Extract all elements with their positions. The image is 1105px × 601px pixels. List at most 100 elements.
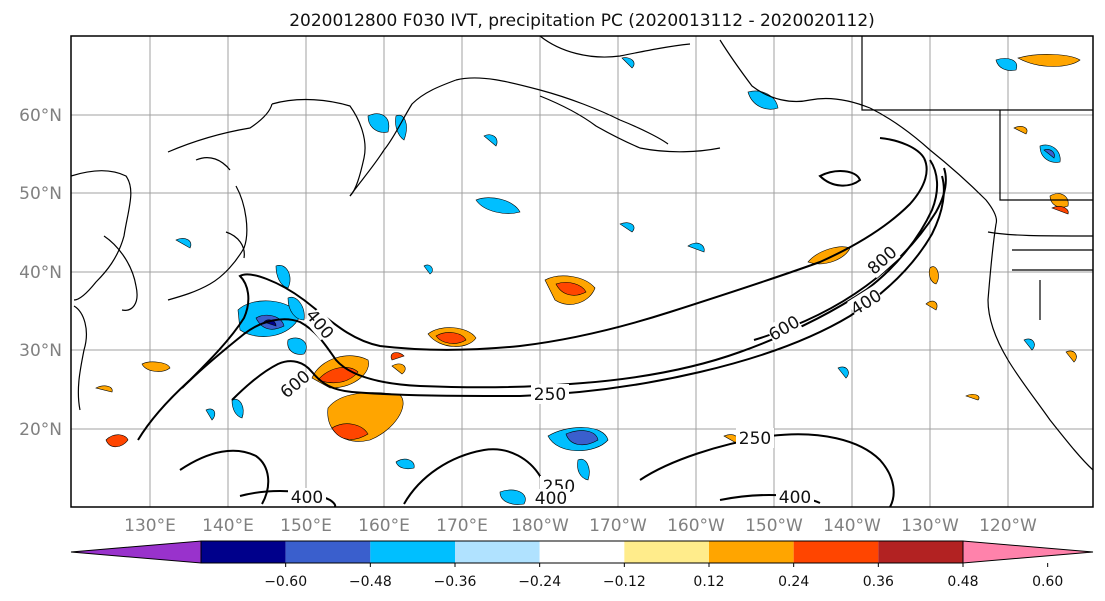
lat-label: 50°N <box>19 184 62 204</box>
colorbar-segment <box>878 541 963 563</box>
precip-negative-region <box>577 458 590 481</box>
lon-label: 180°W <box>511 516 569 536</box>
coastline-alaska-west <box>719 39 871 109</box>
precip-positive-core <box>1051 206 1069 215</box>
precip-positive-region <box>391 363 406 375</box>
colorbar-tick-label: 0.36 <box>863 574 894 590</box>
lon-label: 160°W <box>667 516 725 536</box>
coastline-kamchatka-east <box>349 79 457 197</box>
contour-labels: 400 600 250 600 400 800 250 250 400 400 <box>276 241 901 508</box>
contour-250 <box>137 157 928 441</box>
coastline-okhotsk-west <box>167 103 273 153</box>
precip-negative-core <box>1043 149 1055 159</box>
lon-label: 160°E <box>358 516 410 536</box>
precip-negative-region <box>995 58 1018 71</box>
precip-positive-core <box>317 367 359 384</box>
precip-negative-region <box>475 197 521 214</box>
map-panel: 400 600 250 600 400 800 250 250 400 400 <box>19 35 1094 536</box>
colorbar-tick-label: −0.24 <box>518 574 561 590</box>
lat-label: 30°N <box>19 341 62 361</box>
precip-negative-region <box>367 113 390 133</box>
coastline-sakhalin <box>195 157 231 171</box>
precip-negative-region <box>275 265 291 289</box>
precip-positive-region <box>965 394 980 401</box>
colorbar-segment <box>709 541 794 563</box>
precip-negative-region <box>499 489 526 505</box>
precip-negative-region <box>287 337 307 355</box>
coastline-north-america-west <box>987 223 1093 471</box>
precip-positive-region <box>928 266 939 285</box>
coastline-korea <box>103 235 138 311</box>
contour-label-bg <box>303 307 337 341</box>
precip-negative-region <box>619 222 635 233</box>
lon-label: 130°W <box>901 516 959 536</box>
contour-250-east <box>639 433 895 507</box>
colorbar-segment <box>285 541 371 563</box>
precip-positive-core <box>331 423 369 440</box>
coastline-east-asia-mainland <box>71 170 132 301</box>
colorbar-extend-high <box>962 540 1094 564</box>
coastline-alaska-panhandle <box>869 107 998 225</box>
precip-positive-core <box>435 332 467 344</box>
coastline-japan <box>167 185 248 301</box>
precip-positive-region <box>925 300 938 311</box>
lon-label: 150°W <box>745 516 803 536</box>
figure-title: 2020012800 F030 IVT, precipitation PC (2… <box>289 11 875 31</box>
coastline-china <box>73 305 87 411</box>
precip-negative-region <box>1023 338 1035 351</box>
contour-800 <box>753 167 947 341</box>
colorbar-segment <box>370 541 455 563</box>
lon-label: 170°W <box>589 516 647 536</box>
precip-negative-region <box>687 242 705 253</box>
colorbar-frame <box>200 540 964 564</box>
colorbar-segment <box>539 541 625 563</box>
precip-negative-region <box>621 57 635 69</box>
coastline-aleutians <box>539 95 721 153</box>
precip-positive-region <box>1017 54 1081 67</box>
lon-label: 150°E <box>280 516 332 536</box>
precip-negative-region <box>483 134 498 147</box>
contour-label-400: 400 <box>779 488 811 508</box>
precip-positive-region <box>1065 350 1077 363</box>
precip-positive-core <box>555 282 587 296</box>
precip-negative-region <box>837 366 849 379</box>
coastline-kamchatka-west <box>271 98 366 197</box>
colorbar-segment <box>624 541 709 563</box>
precip-negative-region <box>395 458 415 470</box>
precip-positive-region <box>95 385 113 393</box>
lat-label: 20°N <box>19 420 62 440</box>
colorbar-tick-label: −0.48 <box>349 574 392 590</box>
coastline-chukotka <box>539 36 691 58</box>
contour-label-bg <box>776 488 814 506</box>
precip-negative-region <box>205 408 216 421</box>
colorbar-tick-label: 0.24 <box>778 574 809 590</box>
lon-label: 140°E <box>202 516 254 536</box>
contour-label-bg <box>532 489 570 507</box>
colorbar-tick-label: 0.12 <box>693 574 724 590</box>
precip-negative-region <box>231 398 244 419</box>
lon-label: 130°E <box>124 516 176 536</box>
precip-negative-region <box>395 114 407 141</box>
colorbar-segment <box>793 541 879 563</box>
colorbar-tick-label: 0.48 <box>947 574 978 590</box>
colorbar-tick-label: 0.60 <box>1032 574 1063 590</box>
contour-label-400: 400 <box>291 488 323 508</box>
contour-label-bg <box>847 285 885 319</box>
coastline-hokkaido <box>225 231 245 259</box>
contour-400-south <box>239 490 337 507</box>
contour-label-250: 250 <box>534 385 566 405</box>
border-canada-province <box>999 110 1093 201</box>
contour-label-bg <box>765 311 803 345</box>
precip-negative-region <box>287 296 305 321</box>
precipitation-shading <box>95 54 1081 505</box>
precip-positive-region <box>1013 126 1028 135</box>
contour-label-bg <box>736 428 774 448</box>
contour-250-tip <box>879 137 925 159</box>
precip-positive-region <box>141 361 171 372</box>
lat-label: 40°N <box>19 263 62 283</box>
precip-negative-region <box>175 238 192 249</box>
coastline-bering-west <box>455 77 669 145</box>
border-alaska-canada <box>861 36 1093 111</box>
contour-label-bg <box>863 241 901 279</box>
colorbar-tick-label: −0.12 <box>603 574 646 590</box>
